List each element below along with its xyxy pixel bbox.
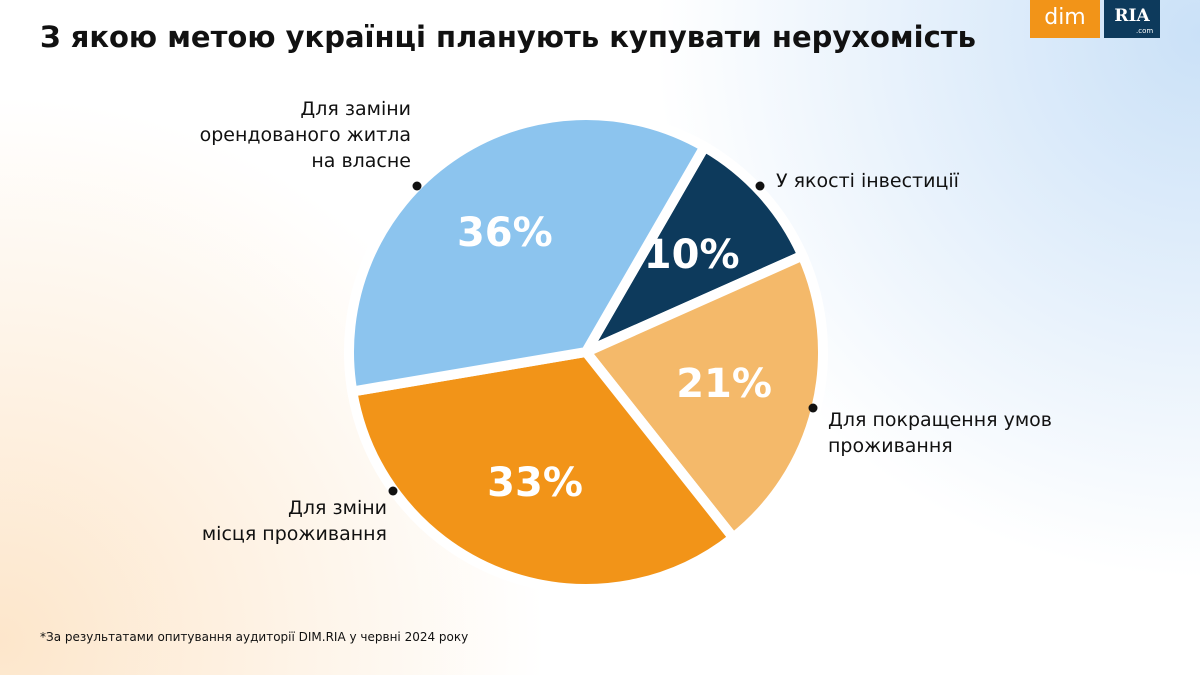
- logo-com: .com: [1136, 27, 1154, 35]
- pie-slice: [344, 110, 712, 398]
- logo-dim: dim: [1030, 0, 1100, 38]
- pie-slice: [573, 139, 810, 363]
- label-dot: [755, 181, 765, 191]
- value-label: 33%: [487, 460, 583, 506]
- label-dot: [388, 486, 398, 496]
- category-label: Для зміни місця проживання: [201, 497, 387, 545]
- category-label: У якості інвестиції: [776, 170, 959, 192]
- label-dot: [412, 181, 422, 191]
- category-label: Для покращення умов проживання: [828, 409, 1052, 457]
- value-label: 10%: [644, 232, 740, 278]
- category-label: Для заміни орендованого житла на власне: [199, 98, 411, 172]
- value-label: 36%: [457, 210, 553, 256]
- chart-title: З якою метою українці планують купувати …: [40, 20, 976, 54]
- pie-slice: [346, 346, 741, 594]
- logo-ria: RIA: [1104, 0, 1160, 38]
- value-label: 21%: [676, 361, 772, 407]
- label-dot: [808, 403, 818, 413]
- footnote: *За результатами опитування аудиторії DI…: [40, 630, 469, 644]
